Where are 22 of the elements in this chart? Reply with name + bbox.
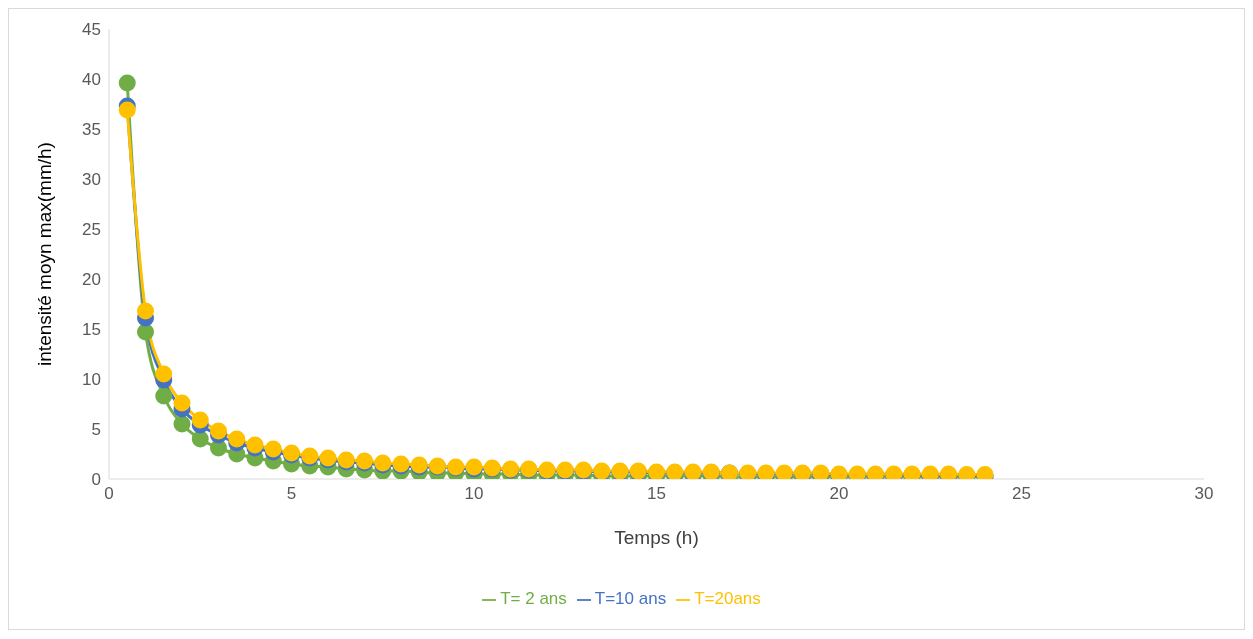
x-tick-label: 20: [829, 484, 849, 504]
x-tick-label: 0: [104, 484, 114, 504]
y-tick-label: 20: [82, 270, 101, 290]
y-tick-label: 30: [82, 170, 101, 190]
x-tick-label: 10: [464, 484, 484, 504]
y-axis-title: intensité moyn max(mm/h): [33, 142, 55, 366]
x-tick-label: 25: [1012, 484, 1031, 504]
y-tick-label: 15: [82, 320, 101, 340]
x-tick-label: 5: [286, 484, 297, 504]
x-tick-label: 15: [647, 484, 666, 504]
y-tick-label: 0: [91, 470, 101, 490]
y-tick-label: 35: [82, 120, 101, 140]
x-tick-label: 30: [1194, 484, 1214, 504]
y-tick-label: 45: [82, 20, 101, 40]
legend-label: T= 2 ans: [500, 589, 567, 608]
y-tick-label: 5: [91, 420, 101, 440]
y-tick-label: 10: [82, 370, 101, 390]
y-tick-label: 25: [82, 220, 101, 240]
x-axis-title: Temps (h): [614, 527, 699, 548]
y-tick-label: 40: [82, 70, 101, 90]
legend-label: T=20ans: [694, 589, 761, 608]
legend-label: T=10 ans: [594, 589, 667, 608]
